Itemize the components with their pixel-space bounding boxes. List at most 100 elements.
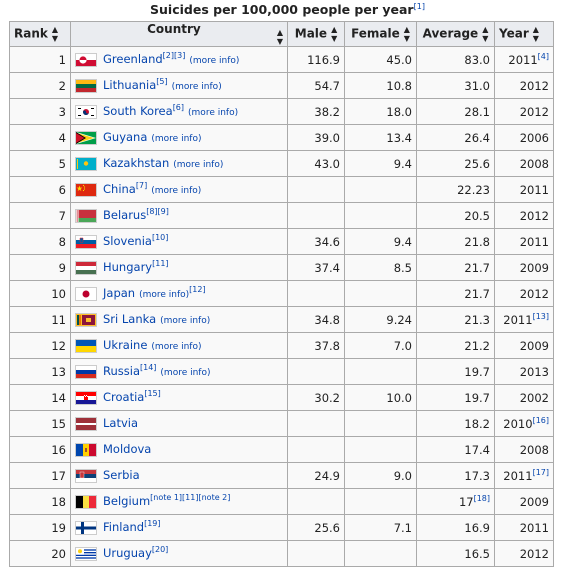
reference-link[interactable]: [18] bbox=[473, 493, 490, 503]
country-link[interactable]: Kazakhstan bbox=[103, 156, 170, 171]
column-header-male[interactable]: Male ▲ ▼ bbox=[287, 21, 345, 47]
country-cell: Lithuania[5](more info) bbox=[70, 72, 288, 99]
reference-link[interactable]: [14] bbox=[140, 363, 157, 373]
country-cell: Japan (more info)[12] bbox=[70, 280, 288, 307]
country-link[interactable]: Uruguay bbox=[103, 546, 152, 561]
rank-cell: 10 bbox=[9, 280, 71, 307]
column-header-average[interactable]: Average ▲ ▼ bbox=[416, 21, 495, 47]
reference-link[interactable]: [10] bbox=[151, 233, 169, 243]
table-row: 17 Serbia 24.9 9.0 17.3 2011[17] bbox=[9, 462, 554, 489]
sort-icon[interactable]: ▲ ▼ bbox=[532, 25, 539, 43]
caption-reference[interactable]: [1] bbox=[413, 1, 425, 11]
country-link[interactable]: Croatia bbox=[103, 390, 145, 405]
year-cell: 2012 bbox=[494, 280, 554, 307]
male-cell bbox=[287, 436, 345, 463]
japan-flag-icon bbox=[75, 286, 97, 301]
country-link[interactable]: Finland bbox=[103, 520, 145, 535]
male-cell bbox=[287, 488, 345, 515]
more-info-link[interactable]: (more info) bbox=[189, 56, 240, 67]
country-link[interactable]: China bbox=[103, 182, 136, 197]
header-row: Rank ▲ ▼ Country ▲ ▼ Male ▲ ▼ Female ▲ ▼ Average… bbox=[9, 21, 554, 47]
table-body: 1 Greenland[2][3](more info) 116.9 45.0 83.0… bbox=[9, 46, 554, 567]
country-link[interactable]: Russia bbox=[103, 364, 140, 379]
column-header-female[interactable]: Female ▲ ▼ bbox=[344, 21, 417, 47]
table-row: 15 Latvia 18.2 2010[16] bbox=[9, 410, 554, 437]
male-cell: 37.8 bbox=[287, 332, 345, 359]
average-cell: 21.2 bbox=[416, 332, 495, 359]
reference-link[interactable]: [5] bbox=[156, 77, 168, 87]
sort-icon[interactable]: ▲ ▼ bbox=[403, 25, 410, 43]
reference-link[interactable]: [20] bbox=[151, 545, 169, 555]
year-cell: 2012 bbox=[494, 72, 554, 99]
table-row: 20 Uruguay[20] 16.5 2012 bbox=[9, 540, 554, 567]
country-link[interactable]: Greenland bbox=[103, 52, 163, 67]
male-cell bbox=[287, 540, 345, 567]
country-cell: South Korea[6](more info) bbox=[70, 98, 288, 125]
country-link[interactable]: Hungary bbox=[103, 260, 153, 275]
country-link[interactable]: Moldova bbox=[103, 442, 152, 457]
country-link[interactable]: Japan bbox=[103, 286, 136, 301]
table-row: 4 Guyana (more info) 39.0 13.4 26.4 2006 bbox=[9, 124, 554, 151]
column-header-rank[interactable]: Rank ▲ ▼ bbox=[9, 21, 71, 47]
reference-link[interactable]: [4] bbox=[537, 51, 549, 61]
reference-link[interactable]: [2][3] bbox=[162, 51, 186, 61]
reference-link[interactable]: [11] bbox=[152, 259, 169, 269]
reference-link[interactable]: [8][9] bbox=[146, 207, 169, 217]
country-link[interactable]: Slovenia bbox=[103, 234, 152, 249]
year-cell: 2011 bbox=[494, 176, 554, 203]
more-info-link[interactable]: (more info) bbox=[151, 134, 202, 145]
table-row: 13 Russia[14](more info) 19.7 2013 bbox=[9, 358, 554, 385]
country-link[interactable]: Lithuania bbox=[103, 78, 157, 93]
country-link[interactable]: Belgium bbox=[103, 494, 151, 509]
suicide-rate-table: Rank ▲ ▼ Country ▲ ▼ Male ▲ ▼ Female ▲ ▼ Average… bbox=[9, 21, 554, 567]
column-header-country[interactable]: Country ▲ ▼ bbox=[70, 21, 288, 47]
country-link[interactable]: Latvia bbox=[103, 416, 139, 431]
sort-icon[interactable]: ▲ ▼ bbox=[51, 25, 59, 43]
country-link[interactable]: Guyana bbox=[103, 130, 148, 145]
country-cell: Finland[19] bbox=[70, 514, 288, 541]
country-link[interactable]: Sri Lanka bbox=[103, 312, 157, 327]
country-link[interactable]: Belarus bbox=[103, 208, 147, 223]
country-cell: Russia[14](more info) bbox=[70, 358, 288, 385]
sort-icon[interactable]: ▲ ▼ bbox=[331, 25, 338, 43]
country-cell: Greenland[2][3](more info) bbox=[70, 46, 288, 73]
reference-link[interactable]: [7] bbox=[135, 181, 148, 191]
rank-cell: 3 bbox=[9, 98, 71, 125]
country-cell: Uruguay[20] bbox=[70, 540, 288, 567]
more-info-link[interactable]: (more info) bbox=[139, 290, 190, 301]
year-cell: 2012 bbox=[494, 98, 554, 125]
rank-cell: 14 bbox=[9, 384, 71, 411]
more-info-link[interactable]: (more info) bbox=[171, 82, 222, 93]
more-info-link[interactable]: (more info) bbox=[151, 342, 202, 353]
more-info-link[interactable]: (more info) bbox=[188, 108, 239, 119]
reference-link[interactable]: [6] bbox=[172, 103, 185, 113]
average-cell: 19.7 bbox=[416, 358, 495, 385]
reference-link[interactable]: [13] bbox=[532, 311, 549, 321]
more-info-link[interactable]: (more info) bbox=[151, 186, 202, 197]
reference-link[interactable]: [17] bbox=[532, 467, 549, 477]
country-link[interactable]: Ukraine bbox=[103, 338, 148, 353]
belgium-flag-icon bbox=[75, 494, 97, 509]
reference-link[interactable]: [19] bbox=[144, 519, 161, 529]
average-cell: 16.9 bbox=[416, 514, 495, 541]
female-cell bbox=[344, 540, 417, 567]
rank-cell: 20 bbox=[9, 540, 71, 567]
reference-link[interactable]: [note 1][11][note 2] bbox=[150, 493, 231, 503]
average-cell: 18.2 bbox=[416, 410, 495, 437]
more-info-link[interactable]: (more info) bbox=[160, 316, 211, 327]
country-link[interactable]: Serbia bbox=[103, 468, 140, 483]
male-cell bbox=[287, 202, 345, 229]
sort-icon[interactable]: ▲ ▼ bbox=[276, 28, 283, 46]
country-cell: Croatia[15] bbox=[70, 384, 288, 411]
country-link[interactable]: South Korea bbox=[103, 104, 173, 119]
more-info-link[interactable]: (more info) bbox=[160, 368, 211, 379]
female-cell bbox=[344, 488, 417, 515]
reference-link[interactable]: [12] bbox=[189, 285, 206, 295]
sort-icon[interactable]: ▲ ▼ bbox=[482, 25, 489, 43]
average-cell: 17[18] bbox=[416, 488, 495, 515]
more-info-link[interactable]: (more info) bbox=[173, 160, 224, 171]
reference-link[interactable]: [16] bbox=[532, 415, 549, 425]
column-header-year[interactable]: Year ▲ ▼ bbox=[494, 21, 554, 47]
lithuania-flag-icon bbox=[75, 78, 97, 93]
reference-link[interactable]: [15] bbox=[144, 389, 161, 399]
